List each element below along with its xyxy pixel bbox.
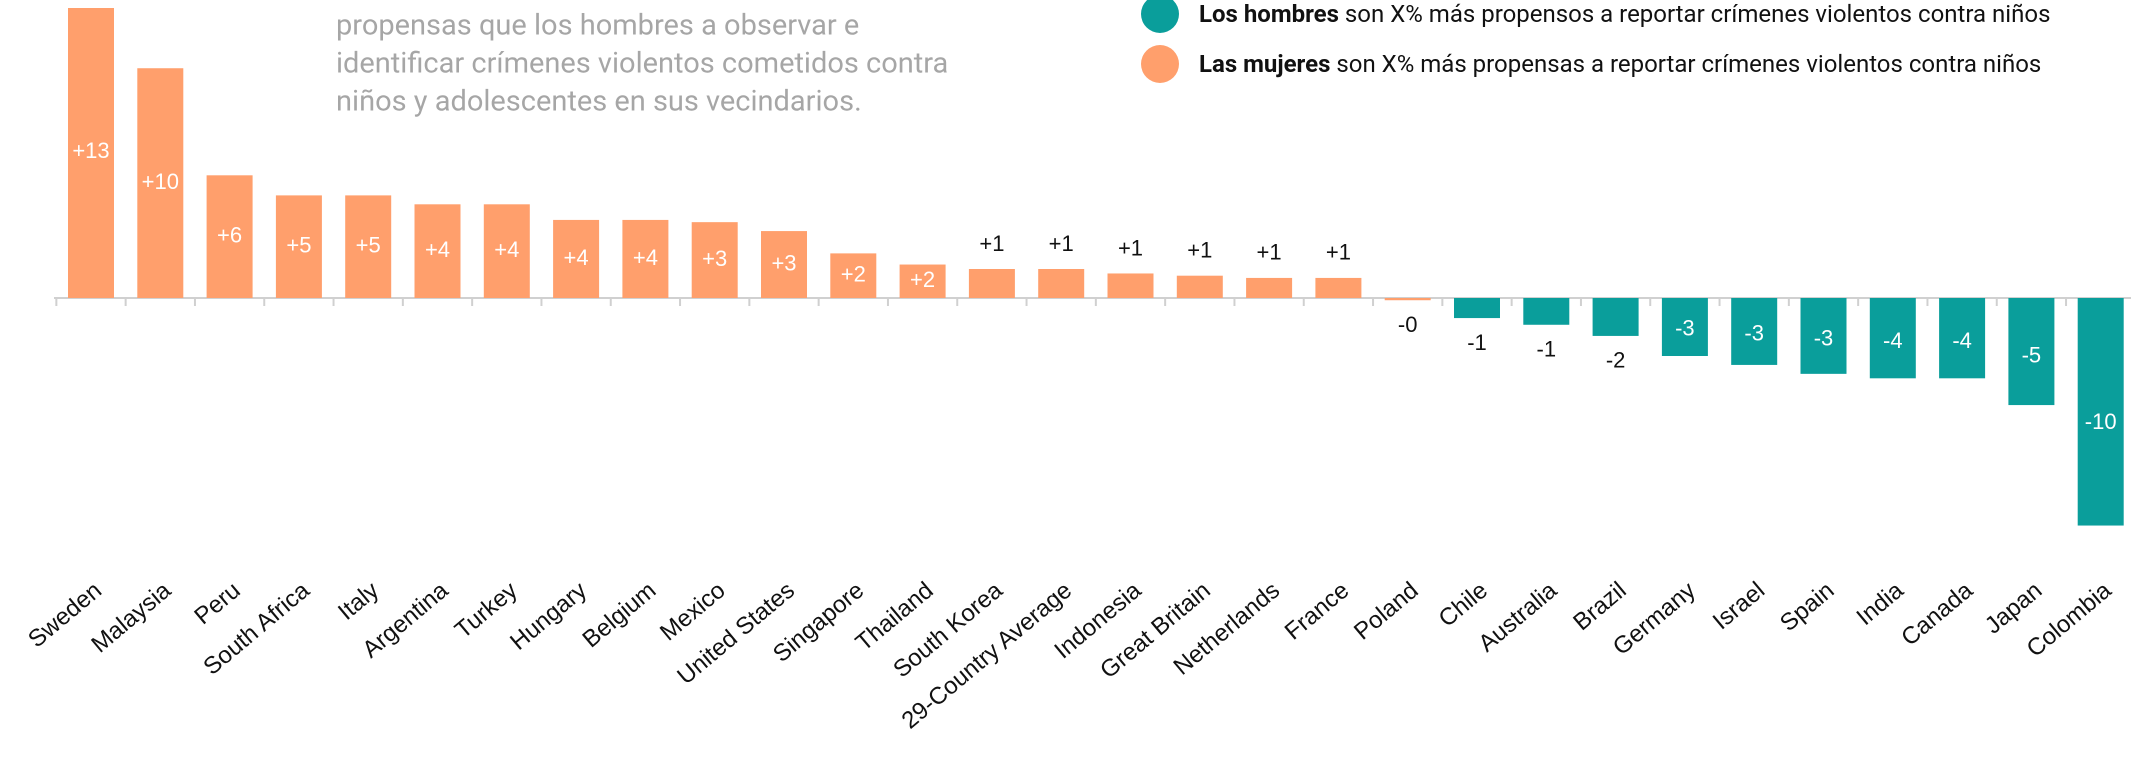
value-label: -10 — [2085, 409, 2117, 434]
bar — [1038, 269, 1085, 298]
x-tick-label: India — [1852, 576, 1910, 631]
value-label: +5 — [356, 233, 381, 258]
value-label: +2 — [841, 262, 866, 287]
bar — [1523, 298, 1570, 325]
legend-text: son X% más propensos a reportar crímenes… — [1339, 0, 2051, 28]
bar — [1592, 298, 1639, 336]
value-label: +3 — [702, 246, 727, 271]
value-label: -3 — [1744, 321, 1764, 346]
x-tick-label: Australia — [1473, 576, 1562, 657]
value-label: -4 — [1952, 328, 1972, 353]
value-label: -1 — [1537, 337, 1557, 362]
bar — [1384, 298, 1431, 301]
legend-text: son X% más propensas a reportar crímenes… — [1330, 50, 2041, 78]
x-tick-label: Spain — [1775, 577, 1839, 637]
legend-swatch — [1141, 45, 1179, 83]
bar — [1454, 298, 1500, 319]
bar — [1661, 298, 1708, 356]
value-label: -3 — [1675, 316, 1695, 341]
value-label: -3 — [1814, 326, 1834, 351]
x-tick-label: United States — [672, 577, 800, 690]
value-label: +1 — [1049, 231, 1074, 256]
x-tick-label: Canada — [1896, 576, 1978, 651]
value-label: +4 — [494, 237, 519, 262]
bar — [968, 269, 1015, 298]
x-tick-label: France — [1280, 577, 1355, 646]
x-tick-label: Chile — [1434, 577, 1493, 633]
value-label: +13 — [72, 138, 109, 163]
bar — [691, 222, 738, 298]
value-label: +1 — [1326, 240, 1351, 265]
subtitle-line: propensas que los hombres a observar e — [336, 9, 859, 43]
legend-entry: Las mujeres son X% más propensas a repor… — [1199, 50, 2041, 78]
bar — [275, 195, 322, 298]
bar — [68, 8, 114, 298]
bar — [1246, 277, 1293, 298]
value-label: -0 — [1398, 312, 1418, 337]
value-label: +5 — [286, 233, 311, 258]
value-label: +1 — [979, 231, 1004, 256]
value-label: +1 — [1187, 238, 1212, 263]
x-tick-label: Malaysia — [86, 576, 176, 658]
bar — [553, 219, 600, 298]
value-label: -2 — [1606, 348, 1626, 373]
bar — [899, 264, 946, 298]
value-label: +4 — [425, 237, 450, 262]
bar — [1869, 298, 1916, 379]
bar — [137, 68, 184, 298]
bar — [414, 204, 461, 298]
x-tick-label: Hungary — [505, 577, 592, 656]
bar — [622, 219, 669, 298]
value-label: +1 — [1257, 240, 1282, 265]
bar — [1315, 277, 1362, 298]
bar — [1731, 298, 1778, 365]
legend-entry: Los hombres son X% más propensos a repor… — [1199, 0, 2050, 28]
value-label: +4 — [633, 245, 658, 270]
bar — [206, 175, 253, 298]
legend-bold: Las mujeres — [1199, 50, 1330, 78]
legend-swatch — [1141, 0, 1179, 33]
bar — [345, 195, 392, 298]
bar — [2077, 298, 2124, 526]
x-tick-label: Poland — [1349, 577, 1424, 646]
x-tick-label: Belgium — [578, 577, 662, 653]
value-label: +2 — [910, 267, 935, 292]
x-tick-label: Peru — [189, 577, 245, 630]
bar — [2008, 298, 2055, 406]
bar — [483, 204, 530, 298]
subtitle-line: niños y adolescentes en sus vecindarios. — [336, 85, 862, 119]
bar — [1107, 273, 1154, 298]
legend: Los hombres son X% más propensos a repor… — [1141, 0, 2050, 83]
value-label: -5 — [2022, 343, 2042, 368]
legend-bold: Los hombres — [1199, 0, 1339, 28]
value-label: +10 — [142, 169, 179, 194]
bar — [1800, 298, 1847, 374]
bar — [1176, 275, 1223, 298]
value-label: -4 — [1883, 328, 1903, 353]
x-tick-label: Israel — [1708, 577, 1770, 635]
value-label: +1 — [1118, 235, 1143, 260]
x-tick-label: Italy — [333, 577, 384, 626]
value-label: +4 — [564, 245, 589, 270]
bar — [761, 231, 807, 298]
value-label: +6 — [217, 222, 242, 247]
value-label: -1 — [1467, 330, 1487, 355]
value-label: +3 — [771, 250, 796, 275]
bar — [1939, 298, 1986, 379]
bar — [830, 253, 877, 298]
subtitle-line: identificar crímenes violentos cometidos… — [336, 47, 948, 81]
